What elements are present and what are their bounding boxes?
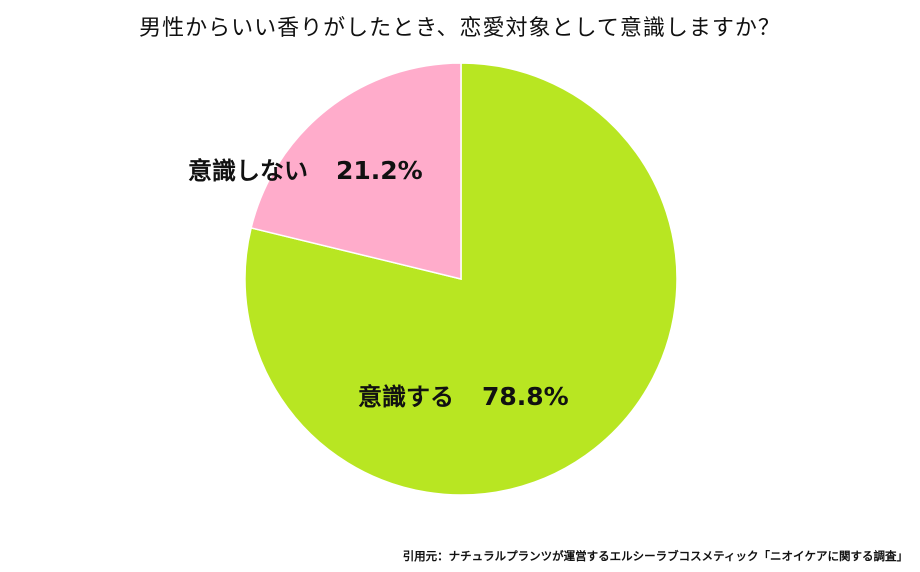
slice-label-ishiki-shinai: 意識しない 21.2% bbox=[188, 151, 423, 186]
chart-title: 男性からいい香りがしたとき、恋愛対象として意識しますか？ bbox=[139, 16, 781, 41]
slice-label-name: 意識しない bbox=[188, 157, 308, 185]
slice-label-percent: 78.8% bbox=[482, 382, 569, 411]
slice-label-ishiki-suru: 意識する 78.8% bbox=[358, 377, 569, 412]
source-citation: 引用元：ナチュラルプランツが運営するエルシーラブコスメティック「ニオイケアに関す… bbox=[402, 549, 908, 563]
pie-slice-ishiki-shinai bbox=[250, 62, 462, 280]
slice-label-percent: 21.2% bbox=[336, 156, 423, 185]
slice-label-name: 意識する bbox=[358, 383, 454, 411]
